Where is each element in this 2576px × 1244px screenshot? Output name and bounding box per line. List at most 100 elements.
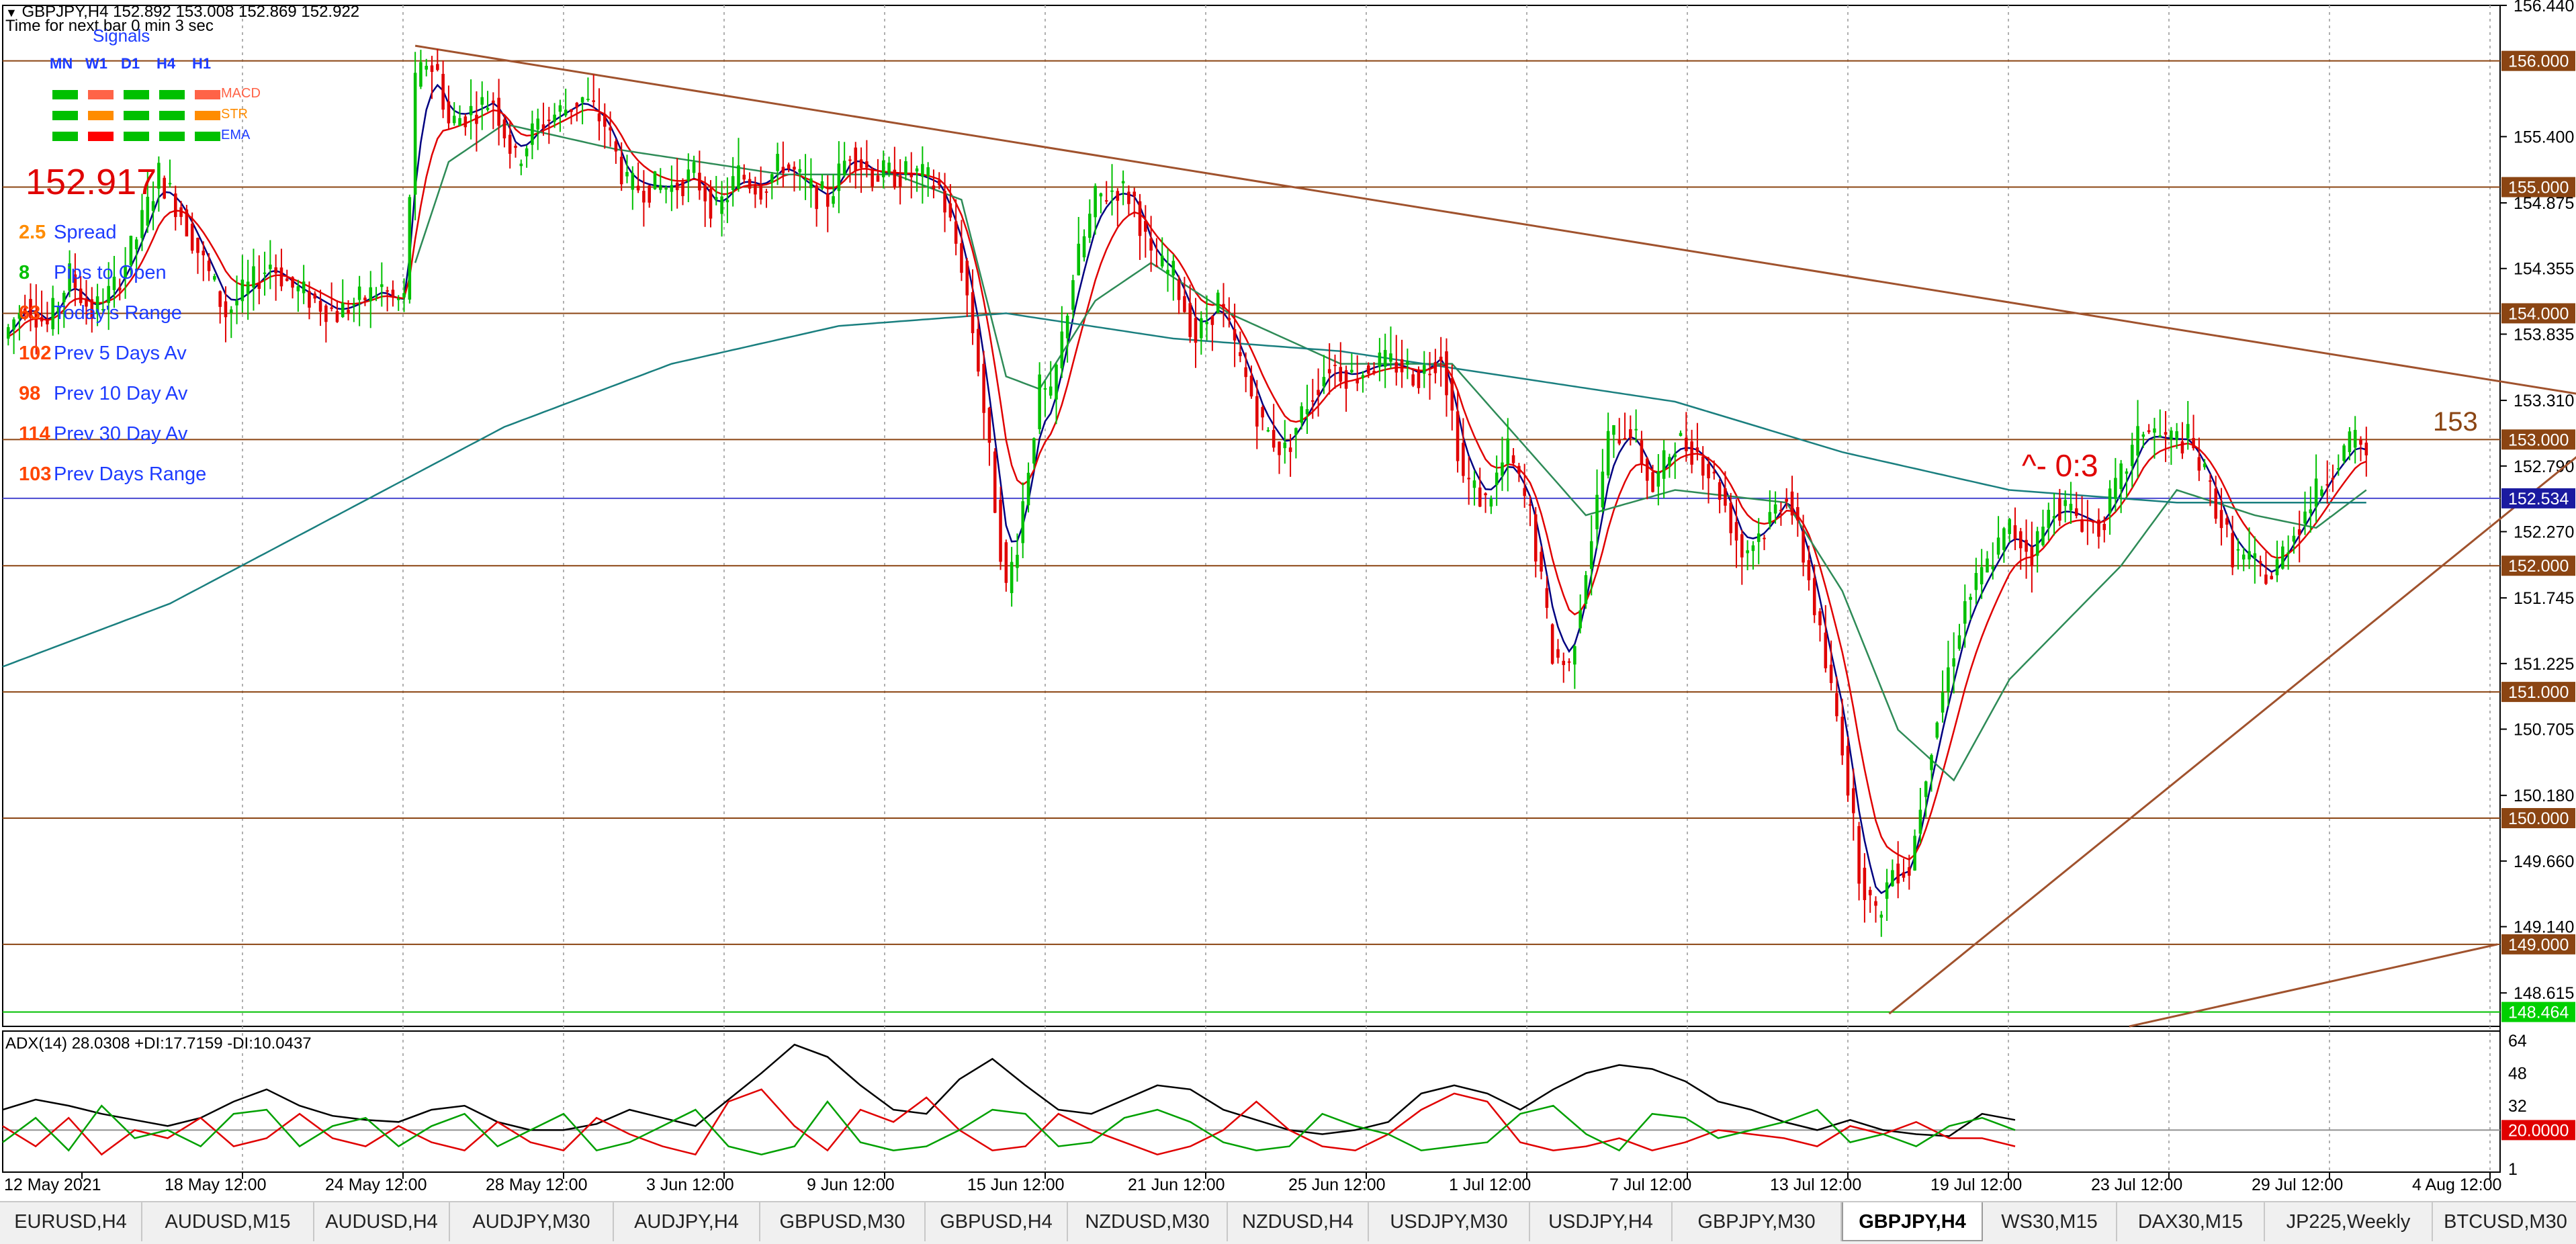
candle-body bbox=[414, 73, 417, 194]
tab-gbpusd-h4[interactable]: GBPUSD,H4 bbox=[926, 1202, 1068, 1241]
candle-body bbox=[1132, 191, 1136, 196]
candle-body bbox=[1328, 369, 1331, 373]
candle-body bbox=[2097, 520, 2100, 537]
candle-body bbox=[302, 281, 306, 293]
tab-usdjpy-m30[interactable]: USDJPY,M30 bbox=[1369, 1202, 1530, 1241]
candle-body bbox=[1495, 473, 1499, 486]
tab-audjpy-m30[interactable]: AUDJPY,M30 bbox=[450, 1202, 614, 1241]
candle-body bbox=[492, 101, 495, 103]
candle-body bbox=[2170, 431, 2173, 439]
candle-body bbox=[297, 286, 300, 291]
stat-label: Prev Days Range bbox=[54, 463, 206, 486]
candle-body bbox=[2142, 435, 2145, 437]
candle-body bbox=[1523, 488, 1526, 496]
tab-audjpy-h4[interactable]: AUDJPY,H4 bbox=[614, 1202, 760, 1241]
candle-body bbox=[1718, 482, 1722, 500]
candle-body bbox=[1573, 646, 1576, 664]
candle-body bbox=[1885, 883, 1889, 899]
candle-body bbox=[916, 169, 919, 172]
tab-usdjpy-h4[interactable]: USDJPY,H4 bbox=[1530, 1202, 1673, 1241]
candle-body bbox=[1394, 362, 1398, 372]
candle-body bbox=[497, 98, 500, 126]
candle-body bbox=[921, 164, 924, 177]
candle-body bbox=[174, 193, 177, 217]
signal-cell bbox=[195, 90, 220, 99]
signal-row-label: STR bbox=[221, 107, 248, 122]
candle-body bbox=[347, 310, 350, 314]
candle-body bbox=[1634, 429, 1638, 431]
candle-body bbox=[1339, 367, 1343, 382]
candle-body bbox=[1439, 357, 1443, 361]
price-tick-label: 153.310 bbox=[2514, 392, 2574, 410]
tab-dax30-m15[interactable]: DAX30,M15 bbox=[2117, 1202, 2265, 1241]
time-tick-label: 25 Jun 12:00 bbox=[1288, 1175, 1386, 1194]
tab-jp225-weekly[interactable]: JP225,Weekly bbox=[2265, 1202, 2433, 1241]
signal-cell bbox=[52, 90, 78, 99]
candle-body bbox=[770, 174, 774, 182]
signal-row-label: EMA bbox=[221, 128, 250, 143]
stat-label: Prev 30 Day Av bbox=[54, 423, 187, 445]
candle-body bbox=[882, 161, 885, 177]
signal-timeframe-h4: H4 bbox=[157, 55, 175, 73]
candle-body bbox=[2114, 478, 2117, 498]
candle-body bbox=[877, 175, 880, 181]
candle-body bbox=[726, 200, 729, 203]
time-tick-label: 13 Jul 12:00 bbox=[1770, 1175, 1861, 1194]
candle-body bbox=[904, 161, 907, 175]
candle-body bbox=[1540, 551, 1543, 571]
candle-body bbox=[1640, 441, 1644, 465]
candle-body bbox=[1323, 377, 1326, 386]
candle-body bbox=[1228, 318, 1231, 320]
tab-ws30-m15[interactable]: WS30,M15 bbox=[1983, 1202, 2117, 1241]
signal-cell bbox=[124, 111, 149, 120]
candle-body bbox=[2342, 445, 2346, 461]
candle-body bbox=[943, 191, 946, 212]
tab-eurusd-h4[interactable]: EURUSD,H4 bbox=[0, 1202, 142, 1241]
candle-body bbox=[1178, 280, 1181, 300]
candle-body bbox=[687, 169, 691, 181]
candle-body bbox=[2281, 547, 2284, 569]
candle-body bbox=[514, 146, 517, 148]
tab-gbpusd-m30[interactable]: GBPUSD,M30 bbox=[760, 1202, 926, 1241]
candle-body bbox=[1791, 492, 1794, 516]
tab-nzdusd-m30[interactable]: NZDUSD,M30 bbox=[1068, 1202, 1228, 1241]
candle-body bbox=[330, 308, 333, 309]
candle-body bbox=[2214, 488, 2217, 519]
signal-row-label: MACD bbox=[221, 86, 261, 101]
candle-body bbox=[2047, 510, 2050, 528]
candle-body bbox=[2136, 426, 2139, 455]
candle-body bbox=[1278, 441, 1281, 455]
tab-btcusd-m30[interactable]: BTCUSD,M30 bbox=[2433, 1202, 2576, 1241]
signal-cell bbox=[88, 132, 114, 141]
stat-label: Today's Range bbox=[54, 302, 182, 324]
candle-body bbox=[1350, 370, 1353, 373]
candle-body bbox=[860, 159, 863, 168]
candle-body bbox=[2036, 531, 2039, 556]
candle-body bbox=[2225, 519, 2229, 525]
candle-body bbox=[1735, 522, 1738, 540]
tab-gbpjpy-h4[interactable]: GBPJPY,H4 bbox=[1842, 1202, 1983, 1241]
tab-audusd-h4[interactable]: AUDUSD,H4 bbox=[314, 1202, 450, 1241]
candle-body bbox=[2359, 440, 2362, 445]
candle-body bbox=[1139, 202, 1142, 236]
candle-body bbox=[386, 290, 389, 292]
tab-gbpjpy-m30[interactable]: GBPJPY,M30 bbox=[1673, 1202, 1842, 1241]
price-tick-label: 154.355 bbox=[2514, 260, 2574, 279]
candle-body bbox=[1952, 658, 1955, 666]
candle-body bbox=[163, 178, 166, 199]
candle-body bbox=[2131, 445, 2134, 466]
candle-body bbox=[2270, 576, 2273, 579]
candle-body bbox=[1919, 809, 1922, 834]
candle-body bbox=[1144, 221, 1147, 232]
tab-nzdusd-h4[interactable]: NZDUSD,H4 bbox=[1228, 1202, 1369, 1241]
level-label-153: 153 bbox=[2433, 407, 2478, 437]
tab-audusd-m15[interactable]: AUDUSD,M15 bbox=[142, 1202, 314, 1241]
candle-body bbox=[1546, 588, 1549, 608]
candle-body bbox=[291, 277, 294, 288]
candle-body bbox=[1010, 562, 1014, 593]
stat-value: 98 bbox=[19, 383, 40, 405]
candle-body bbox=[720, 196, 723, 214]
signal-timeframe-h1: H1 bbox=[192, 55, 211, 73]
